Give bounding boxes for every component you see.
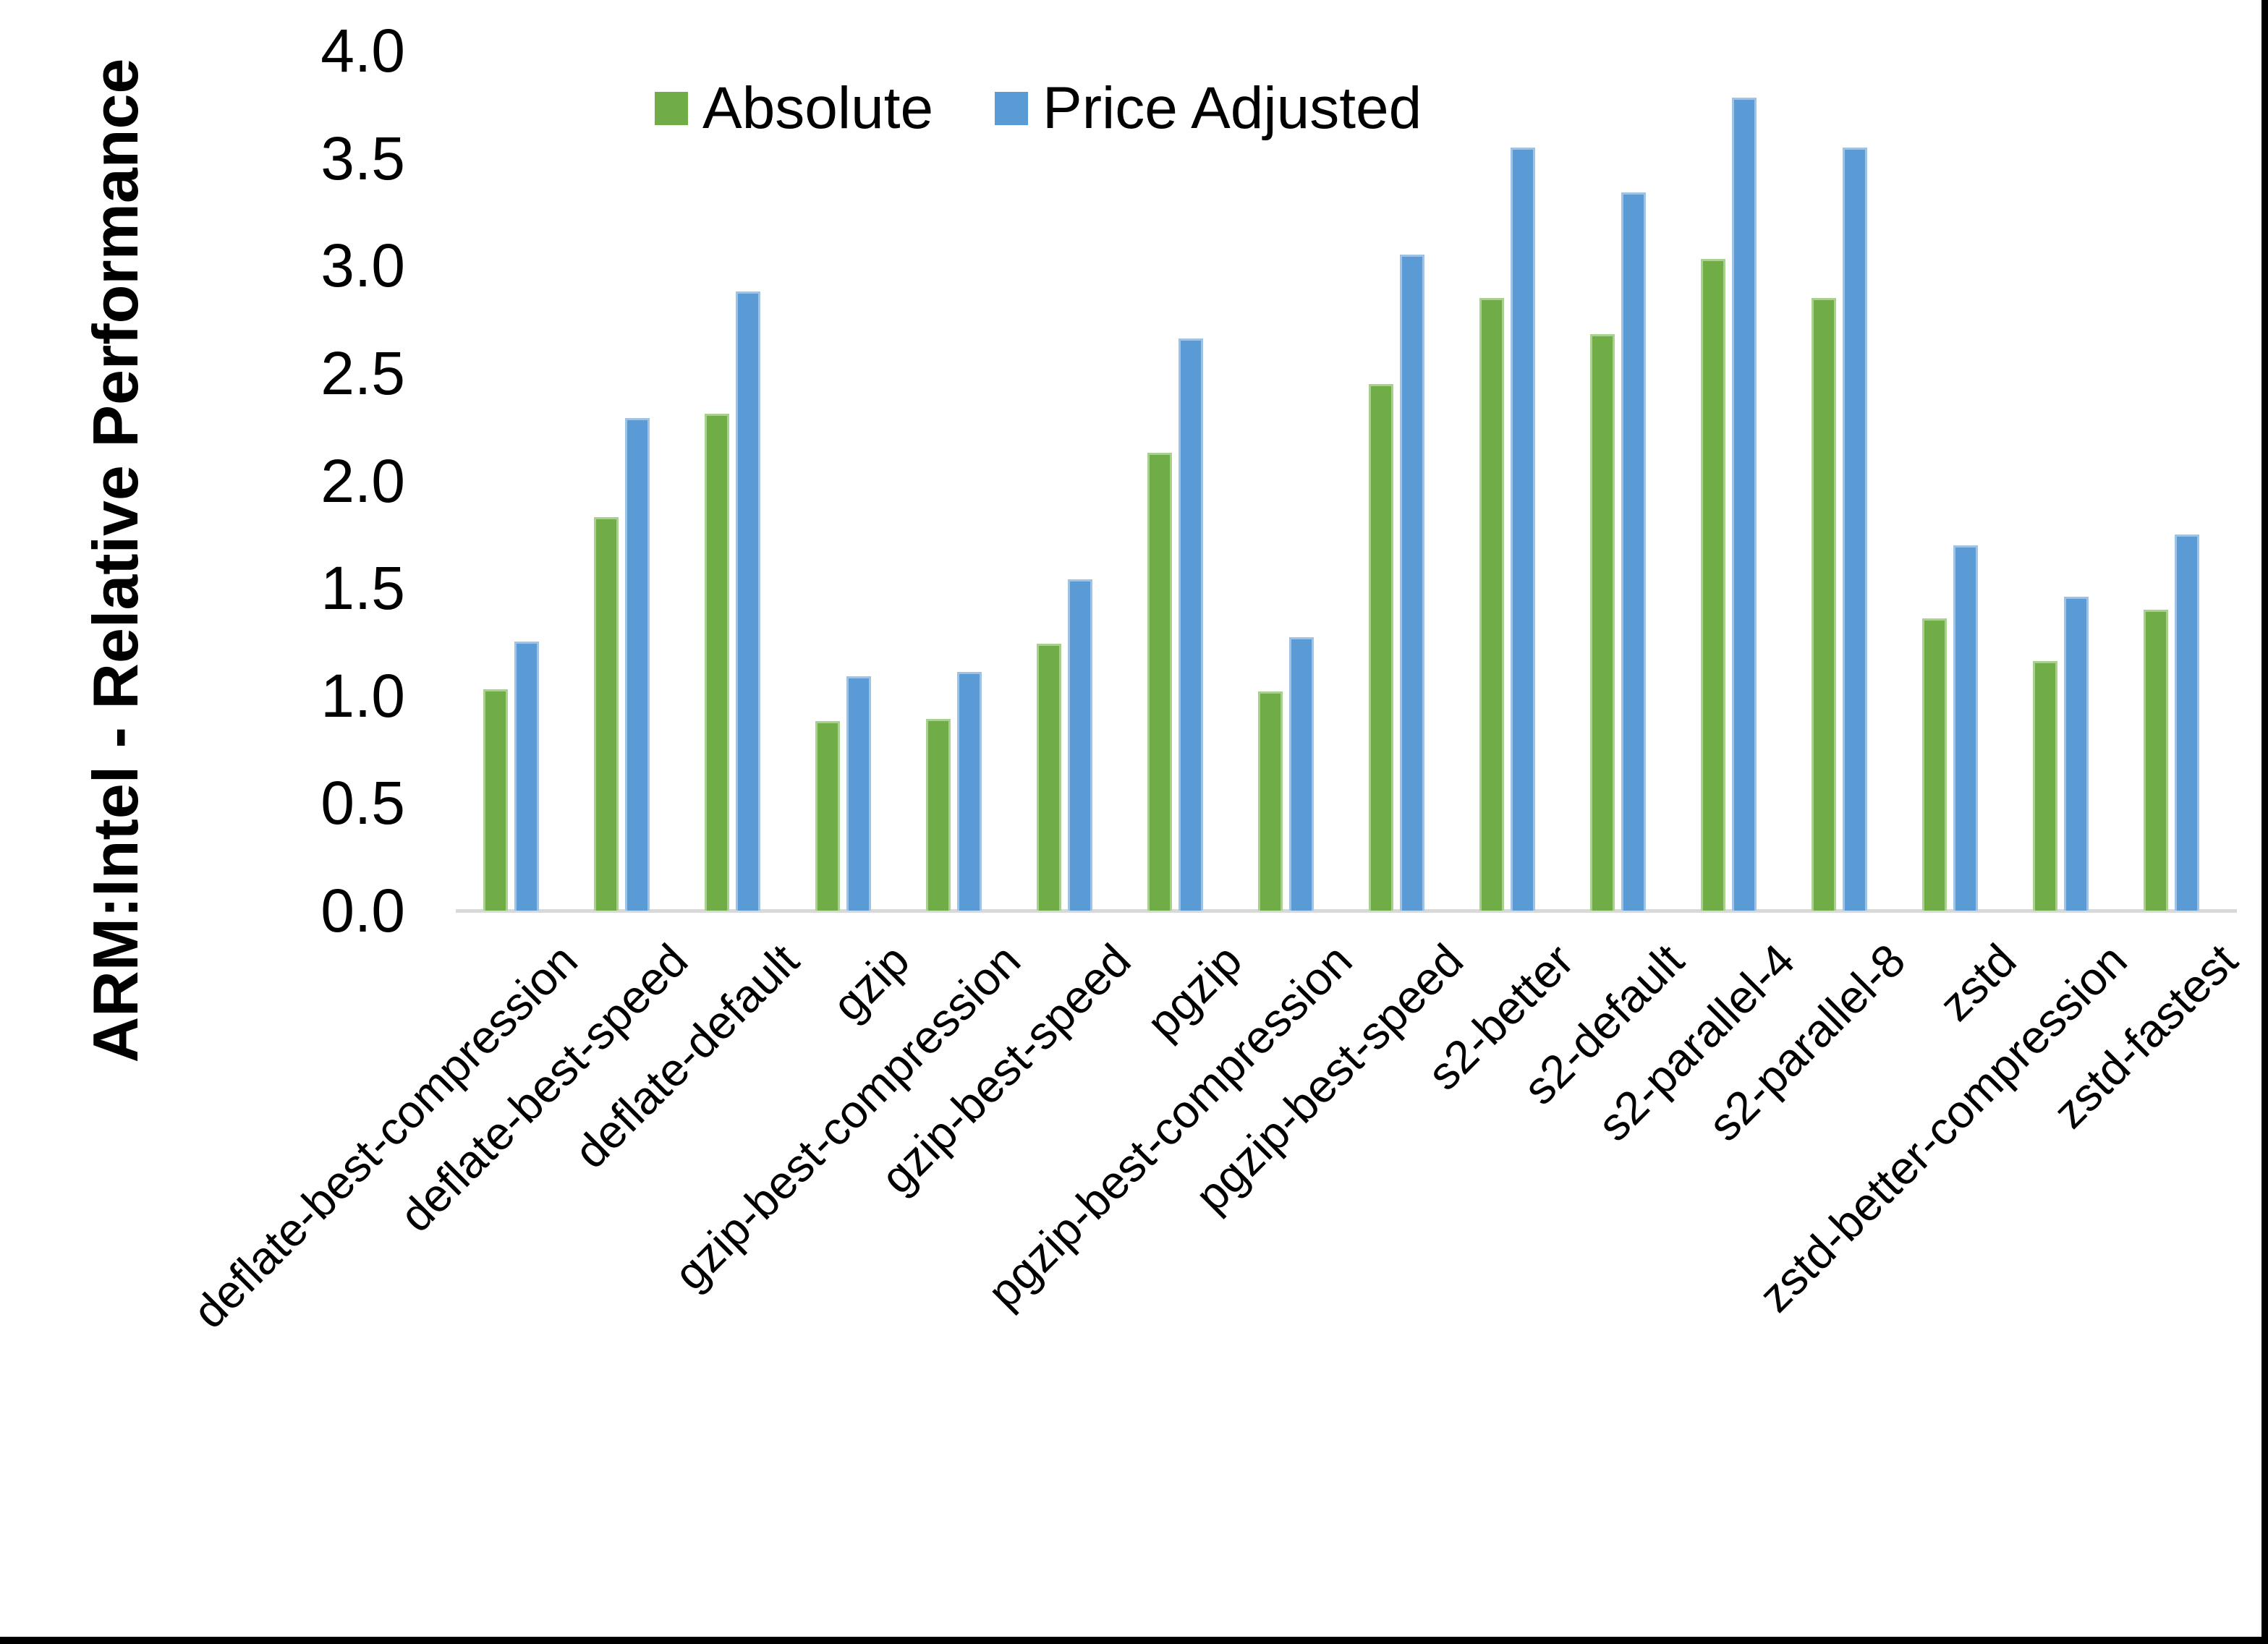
bar-absolute	[2033, 661, 2057, 911]
bar-absolute	[926, 719, 951, 911]
legend-label-absolute: Absolute	[702, 75, 934, 141]
bar-price-adjusted	[1732, 98, 1757, 911]
bar-price-adjusted	[1953, 545, 1978, 911]
bar-absolute	[1922, 618, 1947, 911]
bar-absolute	[2144, 610, 2168, 911]
bar-absolute	[705, 414, 729, 911]
bar-absolute	[1369, 384, 1393, 911]
y-tick-label: 2.5	[320, 338, 405, 407]
legend-item-absolute: Absolute	[655, 75, 933, 141]
bar-price-adjusted	[1621, 192, 1646, 911]
bar-absolute	[1258, 691, 1283, 911]
y-tick-label: 4.0	[320, 17, 405, 85]
bar-price-adjusted	[514, 642, 539, 911]
y-tick-label: 1.5	[320, 554, 405, 623]
bar-absolute	[1037, 644, 1061, 911]
bar-price-adjusted	[1068, 579, 1092, 911]
bar-absolute	[1147, 453, 1172, 911]
bar-price-adjusted	[1289, 637, 1314, 911]
y-tick-label: 2.0	[320, 446, 405, 515]
y-tick-label: 3.0	[320, 231, 405, 300]
y-axis-title: ARM:Intel - Relative Performance	[80, 58, 151, 1063]
bar-absolute	[1701, 259, 1725, 911]
x-tick-label: gzip	[822, 934, 919, 1031]
bar-absolute	[1590, 334, 1615, 911]
bar-absolute	[1812, 298, 1836, 911]
x-tick-label: zstd	[1929, 934, 2026, 1031]
bar-price-adjusted	[957, 672, 982, 911]
legend-swatch-absolute	[655, 92, 688, 125]
bar-price-adjusted	[2064, 597, 2089, 911]
bar-price-adjusted	[1843, 148, 1867, 911]
bar-price-adjusted	[736, 291, 760, 911]
bar-price-adjusted	[1178, 338, 1203, 911]
bar-price-adjusted	[1511, 148, 1535, 911]
bar-absolute	[594, 517, 619, 911]
x-axis-line	[456, 909, 2237, 913]
bar-absolute	[815, 721, 840, 911]
y-tick-label: 1.0	[320, 661, 405, 730]
bar-price-adjusted	[846, 676, 871, 911]
y-tick-label: 3.5	[320, 124, 405, 192]
y-tick-label: 0.5	[320, 769, 405, 838]
legend-label-price-adjusted: Price Adjusted	[1042, 75, 1422, 141]
bar-price-adjusted	[625, 418, 650, 911]
bar-price-adjusted	[2175, 534, 2199, 911]
y-tick-label: 0.0	[320, 877, 405, 945]
bottom-border	[0, 1637, 2268, 1644]
legend-swatch-price-adjusted	[995, 92, 1028, 125]
bar-absolute	[1479, 298, 1504, 911]
bar-price-adjusted	[1400, 255, 1424, 911]
bar-absolute	[483, 689, 508, 911]
legend-item-price-adjusted: Price Adjusted	[995, 75, 1422, 141]
right-border	[2261, 0, 2268, 1644]
